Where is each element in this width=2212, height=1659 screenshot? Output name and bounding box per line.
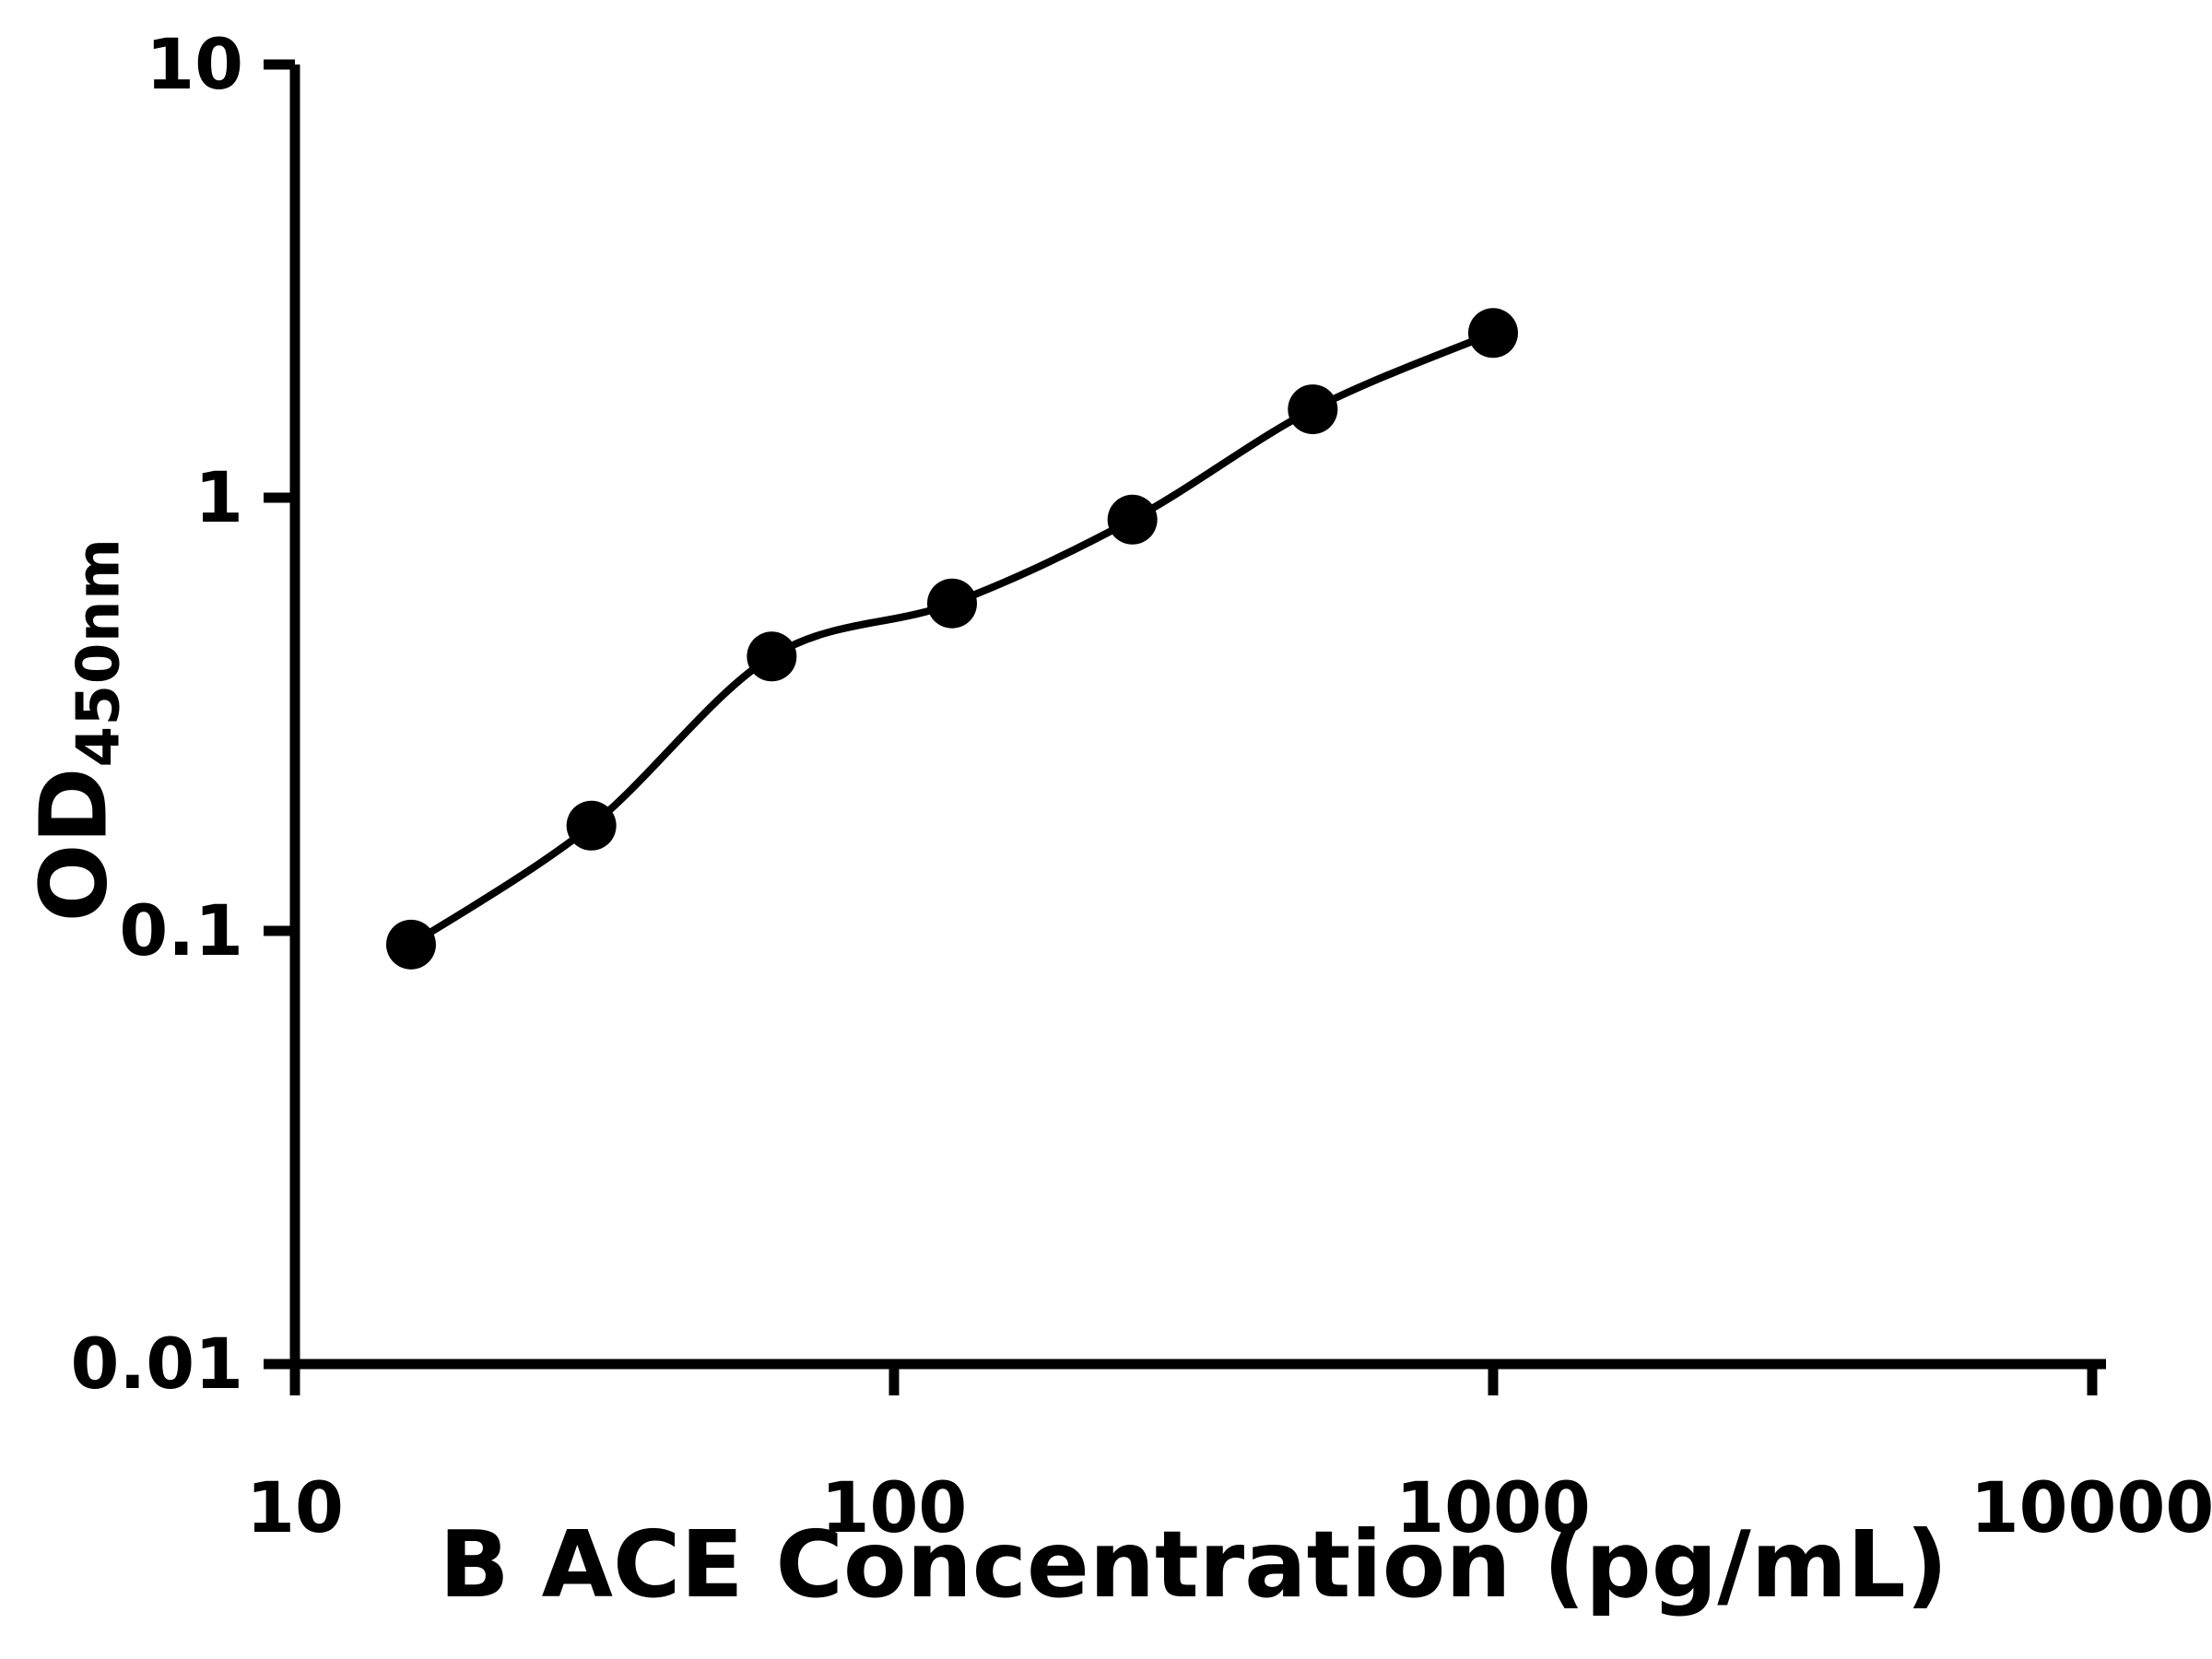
data-point [747,631,797,682]
data-point [385,919,436,970]
y-axis-label: OD450nm [19,537,133,922]
x-tick-label: 10000 [1971,1466,2212,1548]
data-point [566,800,617,851]
y-tick-label: 0.1 [119,889,243,971]
x-axis-label: B ACE Concentration (pg/mL) [439,1511,1948,1618]
y-tick-label: 0.01 [70,1323,243,1405]
x-tick-label: 1000 [1395,1466,1591,1548]
data-point [1107,494,1158,545]
data-point [1468,308,1518,359]
y-tick-label: 10 [146,23,243,105]
y-tick-label: 1 [194,456,243,538]
data-point [926,578,977,629]
y-axis-label-main: OD [19,767,128,923]
x-tick-label: 10 [246,1466,344,1548]
y-axis-label-subscript: 450nm [65,537,134,768]
data-point [1288,384,1338,435]
x-tick-label: 100 [821,1466,968,1548]
